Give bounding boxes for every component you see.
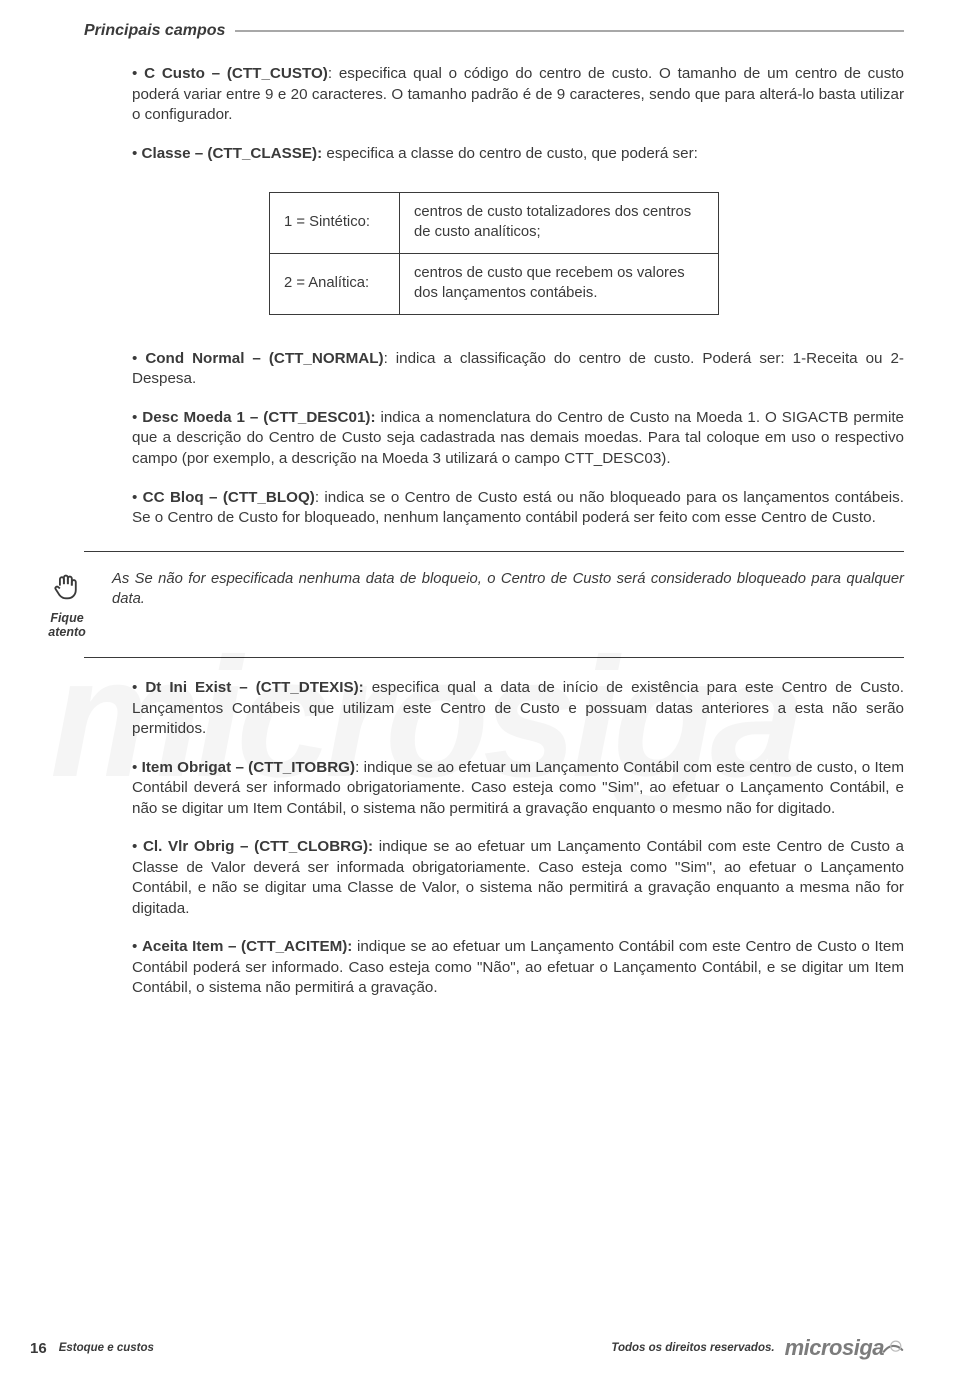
field-classe: • Classe – (CTT_CLASSE): especifica a cl… <box>132 144 904 165</box>
bullet: • <box>132 838 143 855</box>
note-icon-col: Fique atento <box>40 570 94 640</box>
bullet: • <box>132 145 142 162</box>
field-name: CC Bloq – (CTT_BLOQ) <box>143 489 315 506</box>
field-name: Cl. Vlr Obrig – (CTT_CLOBRG): <box>143 838 373 855</box>
bullet: • <box>132 409 142 426</box>
table-row: 2 = Analítica: centros de custo que rece… <box>270 254 719 315</box>
field-name: Classe – (CTT_CLASSE): <box>142 145 323 162</box>
table-cell-key: 1 = Sintético: <box>270 193 400 254</box>
field-itemobrigat: • Item Obrigat – (CTT_ITOBRG): indique s… <box>132 758 904 820</box>
field-name: C Custo – (CTT_CUSTO) <box>144 65 328 82</box>
note-label-line2: atento <box>48 625 86 639</box>
bullet: • <box>132 679 145 696</box>
bullet: • <box>132 938 142 955</box>
field-aceitaitem: • Aceita Item – (CTT_ACITEM): indique se… <box>132 937 904 999</box>
field-desc: especifica a classe do centro de custo, … <box>322 145 698 162</box>
field-name: Cond Normal – (CTT_NORMAL) <box>145 350 383 367</box>
footer-logo: microsiga <box>785 1335 904 1361</box>
footer-rights: Todos os direitos reservados. <box>154 1342 775 1354</box>
section-title: Principais campos <box>84 22 225 40</box>
section-title-rule <box>235 30 904 32</box>
bullet: • <box>132 759 142 776</box>
field-name: Item Obrigat – (CTT_ITOBRG) <box>142 759 355 776</box>
footer-title: Estoque e custos <box>59 1342 154 1354</box>
field-condnormal: • Cond Normal – (CTT_NORMAL): indica a c… <box>132 349 904 390</box>
field-name: Aceita Item – (CTT_ACITEM): <box>142 938 352 955</box>
note-box: Fique atento As Se não for especificada … <box>84 551 904 659</box>
note-label-line1: Fique <box>50 611 83 625</box>
bullet: • <box>132 65 144 82</box>
bullet: • <box>132 489 143 506</box>
table-row: 1 = Sintético: centros de custo totaliza… <box>270 193 719 254</box>
field-clvlrobrig: • Cl. Vlr Obrig – (CTT_CLOBRG): indique … <box>132 837 904 919</box>
field-descmoeda1: • Desc Moeda 1 – (CTT_DESC01): indica a … <box>132 408 904 470</box>
page-footer: 16 Estoque e custos Todos os direitos re… <box>0 1335 960 1361</box>
table-cell-val: centros de custo que recebem os valores … <box>400 254 719 315</box>
field-ccusto: • C Custo – (CTT_CUSTO): especifica qual… <box>132 64 904 126</box>
swoosh-icon <box>882 1337 904 1359</box>
classe-table: 1 = Sintético: centros de custo totaliza… <box>269 192 719 315</box>
hand-icon <box>50 570 84 609</box>
field-dtiniexist: • Dt Ini Exist – (CTT_DTEXIS): especific… <box>132 678 904 740</box>
table-cell-val: centros de custo totalizadores dos centr… <box>400 193 719 254</box>
table-cell-key: 2 = Analítica: <box>270 254 400 315</box>
field-ccbloq: • CC Bloq – (CTT_BLOQ): indica se o Cent… <box>132 488 904 529</box>
bullet: • <box>132 350 145 367</box>
field-name: Dt Ini Exist – (CTT_DTEXIS): <box>145 679 363 696</box>
page-number: 16 <box>30 1340 47 1357</box>
footer-logo-text: microsiga <box>785 1335 884 1361</box>
note-label: Fique atento <box>40 611 94 640</box>
page-content: Principais campos • C Custo – (CTT_CUSTO… <box>0 0 960 999</box>
field-name: Desc Moeda 1 – (CTT_DESC01): <box>142 409 375 426</box>
note-text: As Se não for especificada nenhuma data … <box>112 570 904 640</box>
section-title-row: Principais campos <box>84 22 904 40</box>
